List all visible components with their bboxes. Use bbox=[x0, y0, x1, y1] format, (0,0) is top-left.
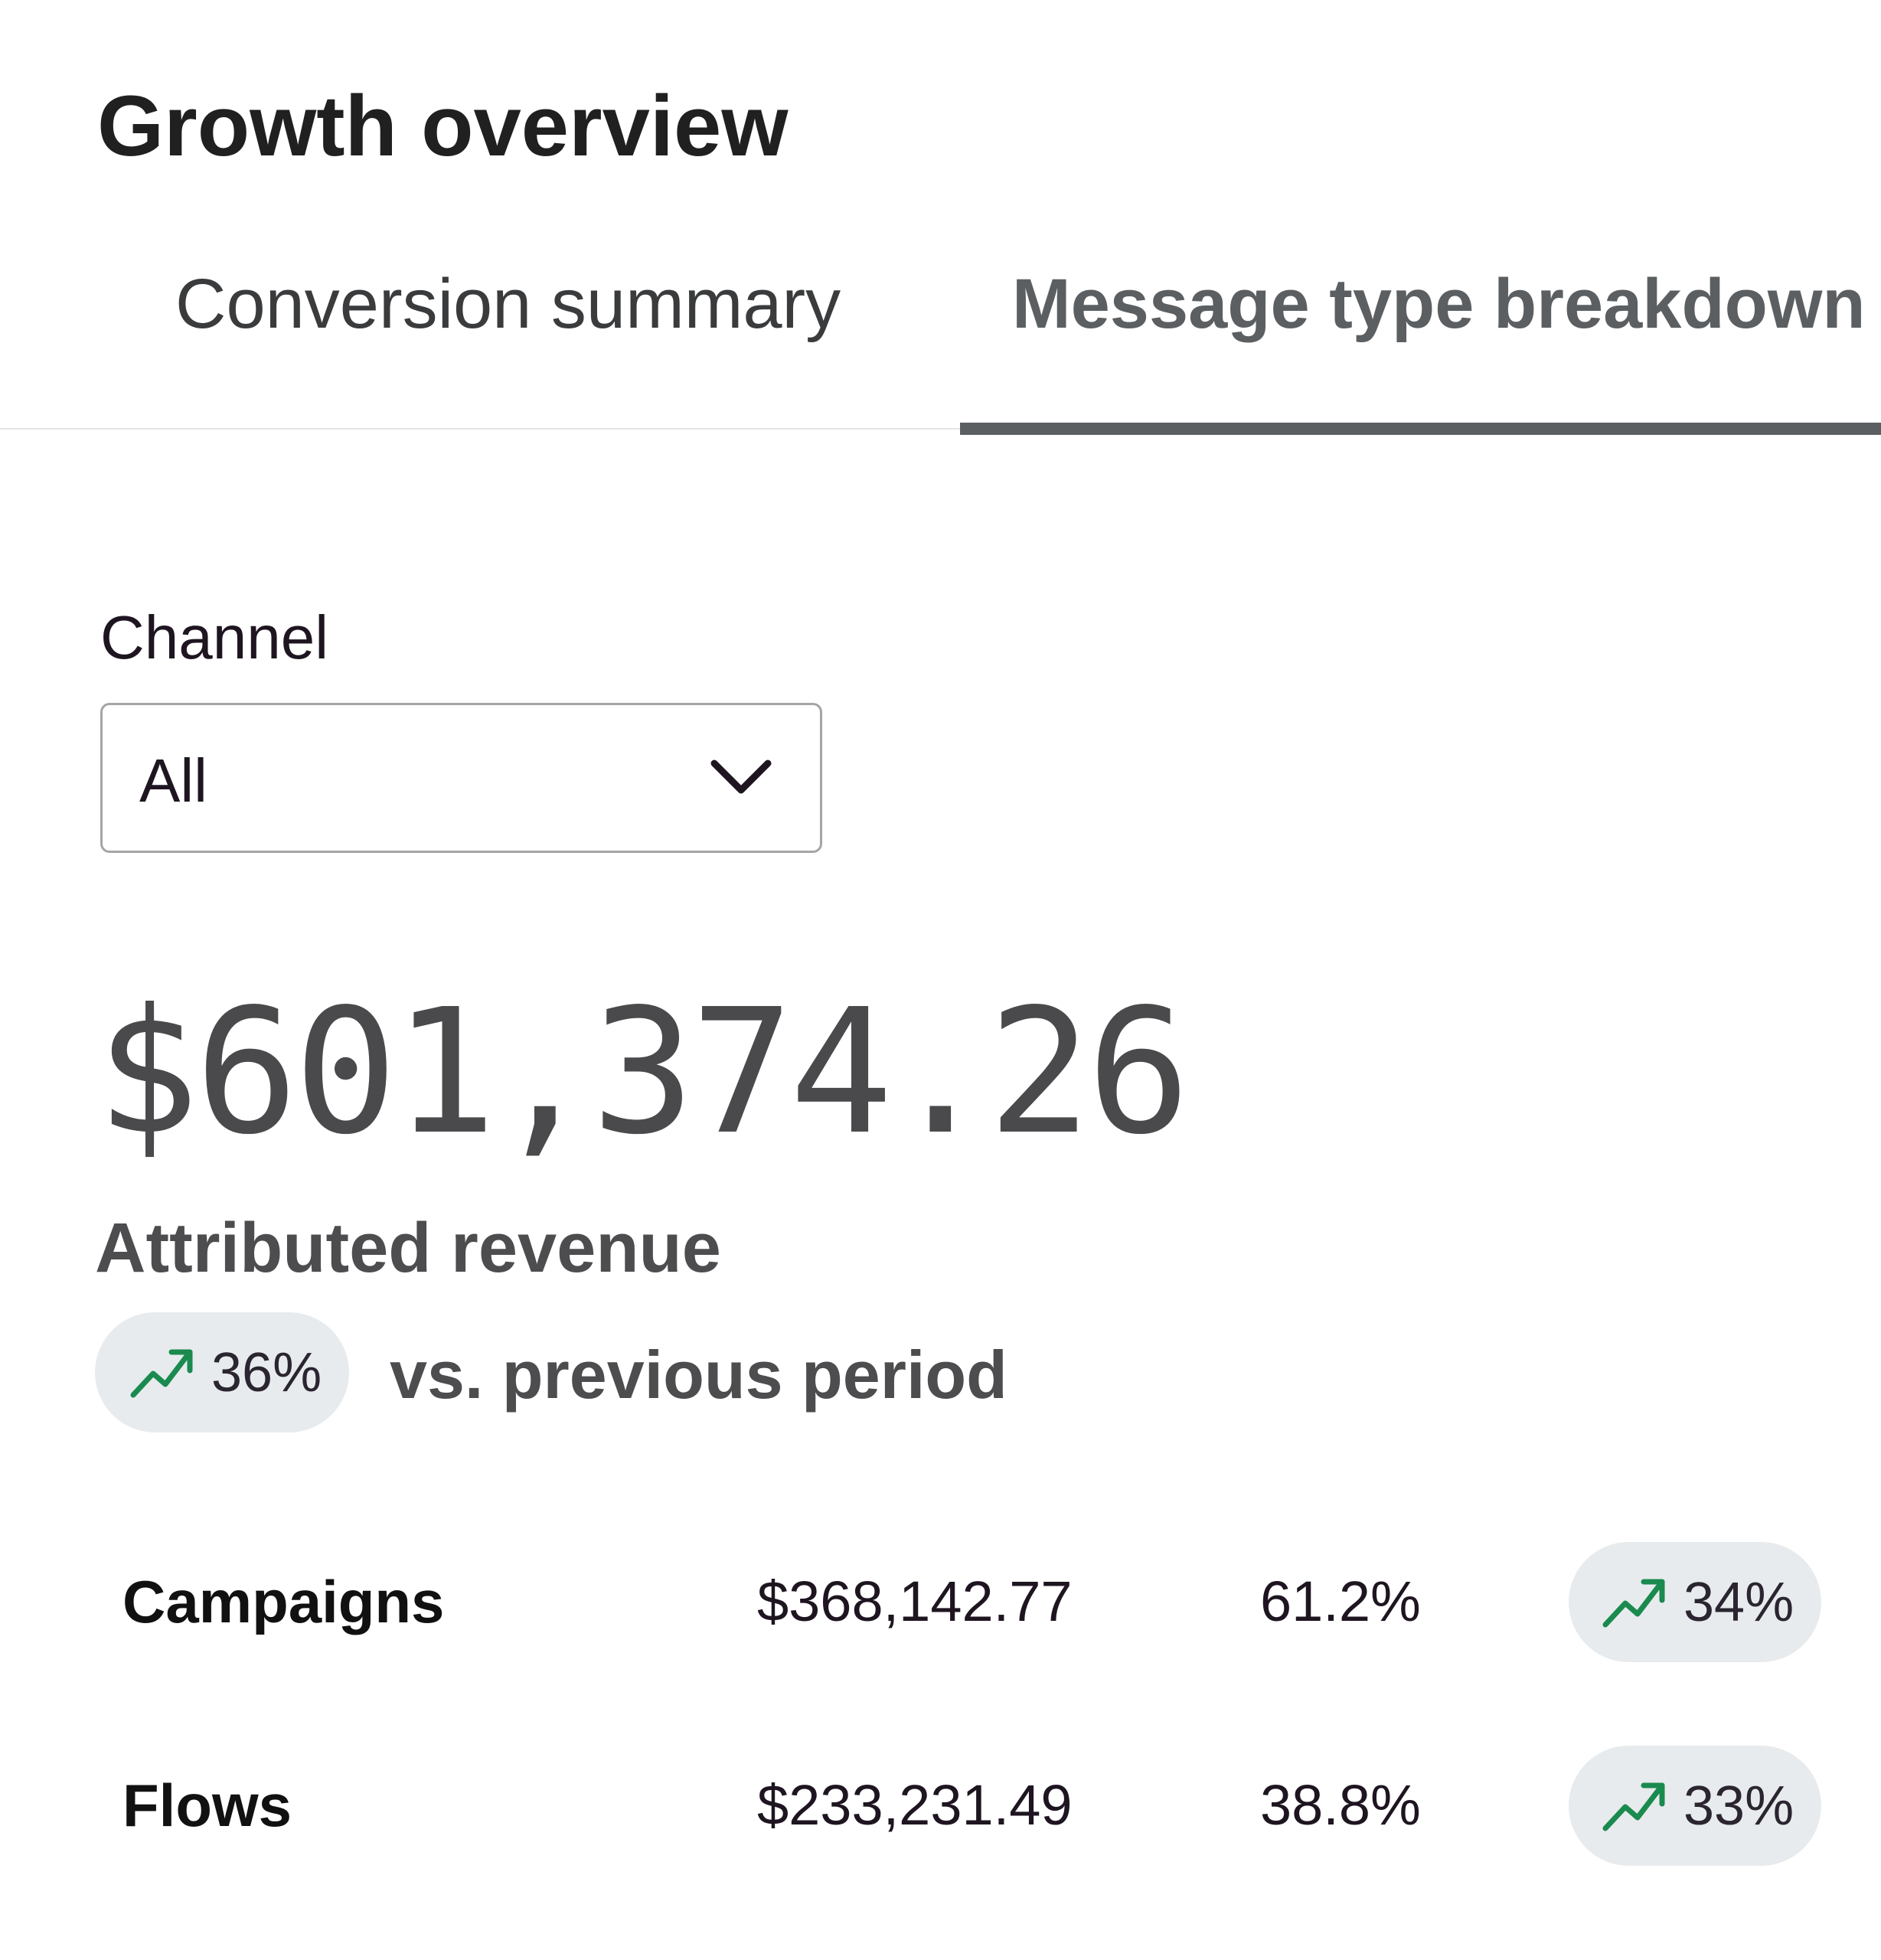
row-change-pill: 34% bbox=[1569, 1542, 1821, 1662]
channel-select[interactable] bbox=[100, 703, 822, 853]
page-title: Growth overview bbox=[97, 78, 789, 174]
total-revenue: $601,374.26 bbox=[96, 972, 1190, 1173]
revenue-label: Attributed revenue bbox=[95, 1209, 721, 1287]
tab-divider bbox=[0, 428, 1881, 430]
row-change: 34% bbox=[1683, 1571, 1794, 1633]
row-change-pill: 33% bbox=[1569, 1746, 1821, 1866]
row-share: 61.2% bbox=[1260, 1570, 1421, 1633]
trend-icon bbox=[1602, 1782, 1665, 1831]
trend-icon bbox=[130, 1349, 193, 1397]
tab[interactable]: Conversion summary bbox=[175, 265, 841, 343]
trend-icon bbox=[1602, 1579, 1665, 1627]
row-change: 33% bbox=[1683, 1775, 1794, 1837]
chevron-icon bbox=[710, 760, 772, 794]
tab-active[interactable]: Message type breakdown bbox=[1012, 265, 1866, 343]
select-value: All bbox=[139, 746, 207, 815]
filter-label: Channel bbox=[100, 603, 329, 671]
row-name: Campaigns bbox=[122, 1568, 445, 1635]
change-pill: 36% bbox=[95, 1312, 349, 1432]
row-share: 38.8% bbox=[1260, 1773, 1421, 1837]
row-revenue: $368,142.77 bbox=[757, 1570, 1073, 1633]
change-value: 36% bbox=[211, 1341, 322, 1403]
row-revenue: $233,231.49 bbox=[757, 1773, 1073, 1837]
row-name: Flows bbox=[122, 1772, 292, 1839]
comparison-text: vs. previous period bbox=[390, 1337, 1007, 1413]
active-tab-underline bbox=[960, 423, 1881, 435]
